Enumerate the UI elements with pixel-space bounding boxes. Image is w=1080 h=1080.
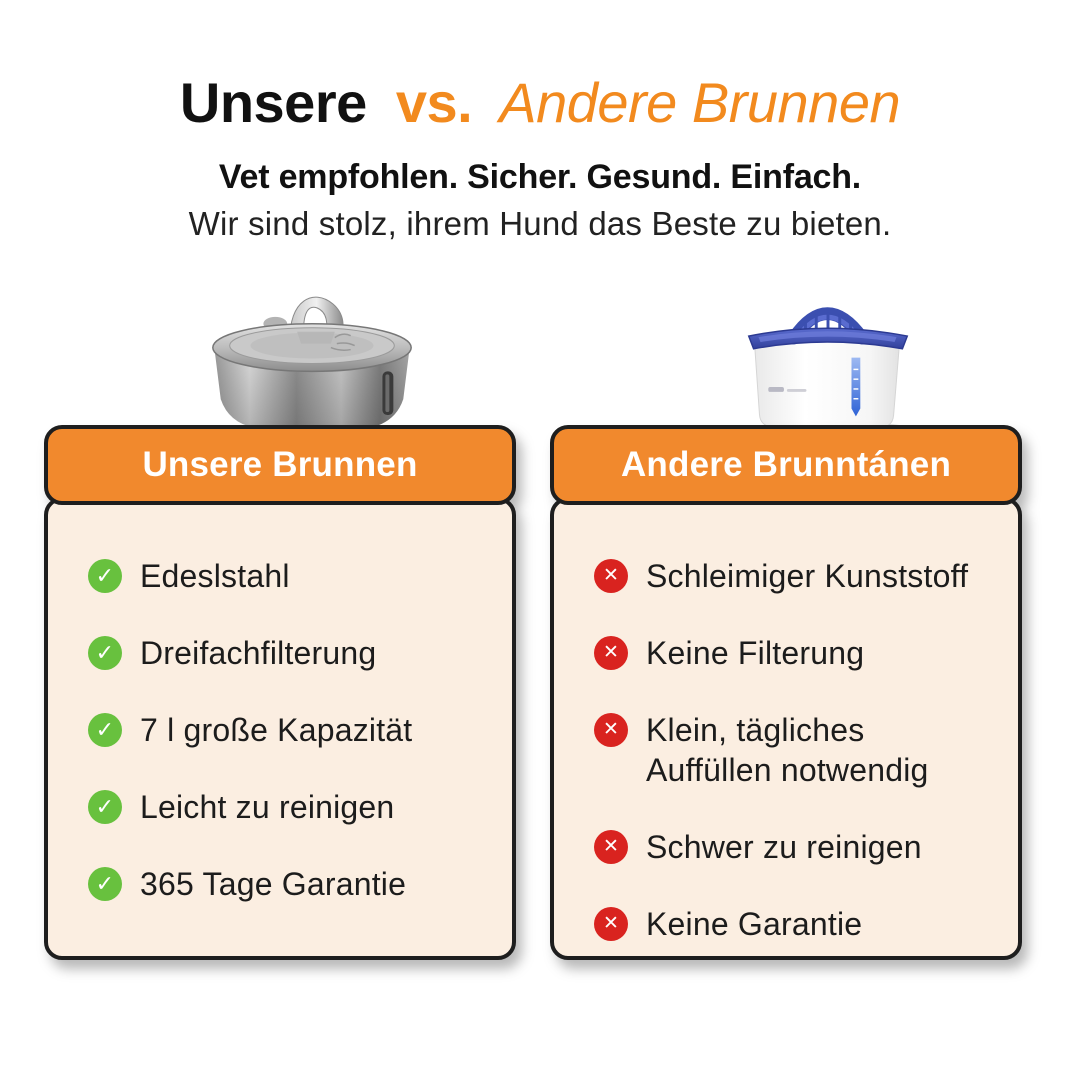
list-item-label: 365 Tage Garantie bbox=[140, 866, 407, 902]
list-item: ✕ Keine Filterung bbox=[594, 633, 1000, 673]
title-other: Andere Brunnen bbox=[499, 71, 901, 134]
steel-fountain-illustration bbox=[212, 296, 412, 429]
list-item: ✕ Keine Garantie bbox=[594, 904, 1000, 944]
card-our-body: ✓ Edeslstahl ✓ Dreifachfilterung ✓ 7 l g… bbox=[44, 497, 516, 960]
card-other-fountains: Andere Brunntánen ✕ Schleimiger Kunststo… bbox=[550, 425, 1022, 960]
list-item-label: Schwer zu reinigen bbox=[646, 829, 922, 865]
subtitle-regular: Wir sind stolz, ihrem Hund das Beste zu … bbox=[188, 205, 892, 242]
cross-icon: ✕ bbox=[594, 636, 628, 670]
list-item-label: Keine Garantie bbox=[646, 906, 863, 942]
list-item: ✓ Leicht zu reinigen bbox=[88, 787, 494, 827]
list-item-label: Klein, tägliches Auffüllen notwendig bbox=[646, 712, 929, 788]
title-our: Unsere bbox=[179, 71, 367, 134]
list-item-label: 7 l große Kapazität bbox=[140, 712, 413, 748]
list-item-label: Schleimiger Kunststoff bbox=[646, 558, 969, 594]
title-vs: vs. bbox=[395, 71, 473, 134]
check-icon: ✓ bbox=[88, 867, 122, 901]
list-item: ✕ Schwer zu reinigen bbox=[594, 827, 1000, 867]
list-item-label: Dreifachfilterung bbox=[140, 635, 377, 671]
list-item: ✕ Schleimiger Kunststoff bbox=[594, 556, 1000, 596]
list-item-label: Keine Filterung bbox=[646, 635, 865, 671]
card-our-header: Unsere Brunnen bbox=[44, 425, 516, 505]
cons-list: ✕ Schleimiger Kunststoff ✕ Keine Filteru… bbox=[594, 556, 1000, 944]
plastic-fountain-illustration bbox=[747, 307, 912, 434]
plastic-fountain-image bbox=[735, 292, 921, 436]
list-item-label: Edeslstahl bbox=[140, 558, 290, 594]
steel-fountain-image bbox=[188, 280, 436, 434]
list-item: ✓ Dreifachfilterung bbox=[88, 633, 494, 673]
list-item: ✓ Edeslstahl bbox=[88, 556, 494, 596]
card-other-header: Andere Brunntánen bbox=[550, 425, 1022, 505]
pros-list: ✓ Edeslstahl ✓ Dreifachfilterung ✓ 7 l g… bbox=[88, 556, 494, 904]
cross-icon: ✕ bbox=[594, 559, 628, 593]
page-title: Unsere vs. Andere Brunnen bbox=[0, 72, 1080, 134]
cross-icon: ✕ bbox=[594, 830, 628, 864]
check-icon: ✓ bbox=[88, 790, 122, 824]
check-icon: ✓ bbox=[88, 636, 122, 670]
card-other-body: ✕ Schleimiger Kunststoff ✕ Keine Filteru… bbox=[550, 497, 1022, 960]
check-icon: ✓ bbox=[88, 559, 122, 593]
list-item-label: Leicht zu reinigen bbox=[140, 789, 395, 825]
cross-icon: ✕ bbox=[594, 713, 628, 747]
list-item: ✓ 7 l große Kapazität bbox=[88, 710, 494, 750]
card-our-fountain: Unsere Brunnen ✓ Edeslstahl ✓ Dreifachfi… bbox=[44, 425, 516, 960]
list-item: ✕ Klein, tägliches Auffüllen notwendig bbox=[594, 710, 1000, 790]
check-icon: ✓ bbox=[88, 713, 122, 747]
list-item: ✓ 365 Tage Garantie bbox=[88, 864, 494, 904]
cross-icon: ✕ bbox=[594, 907, 628, 941]
subtitle-bold: Vet empfohlen. Sicher. Gesund. Einfach. bbox=[218, 158, 862, 196]
